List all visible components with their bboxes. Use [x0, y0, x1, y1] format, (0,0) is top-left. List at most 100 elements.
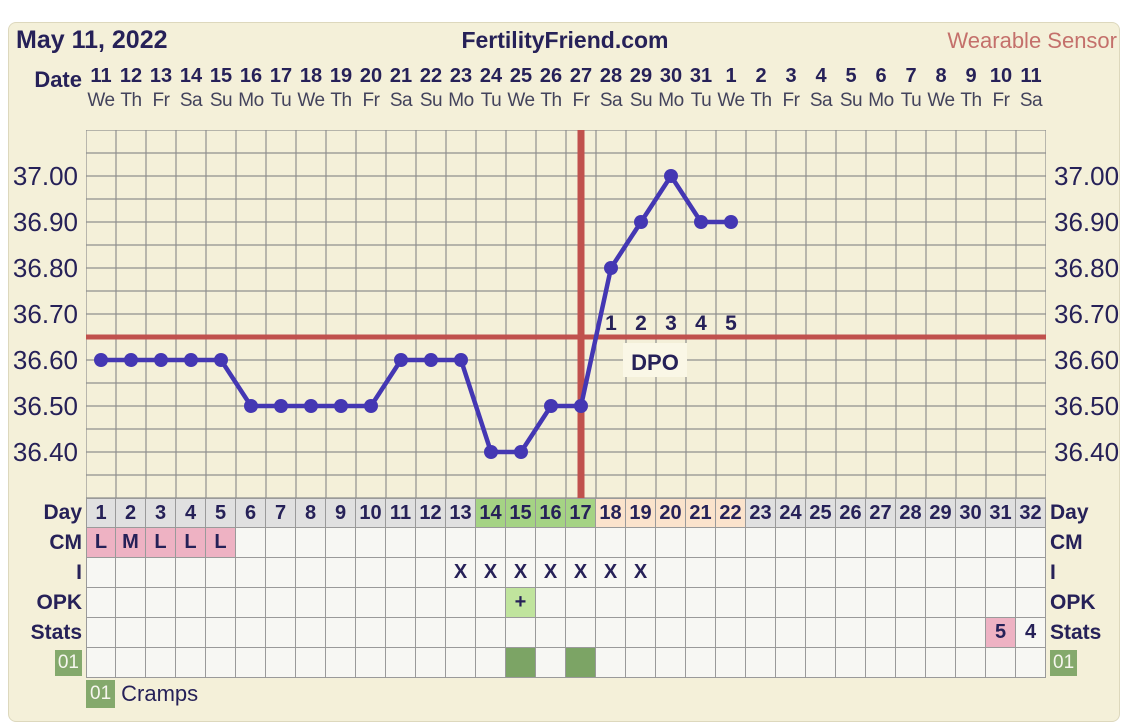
day-cell[interactable]: 30: [956, 498, 986, 528]
y-axis-left: 37.00 36.90 36.80 36.70 36.60 36.50 36.40: [0, 130, 78, 498]
opk-cell: +: [506, 588, 536, 618]
marker-01-cell: [776, 648, 806, 678]
stats-cell: [236, 618, 266, 648]
day-cell[interactable]: 12: [416, 498, 446, 528]
row-label-right-marker-01: 01: [1050, 648, 1124, 678]
day-cell[interactable]: 32: [1016, 498, 1046, 528]
day-cell[interactable]: 1: [86, 498, 116, 528]
intercourse-cell: X: [506, 558, 536, 588]
weekday-label: Th: [330, 90, 352, 111]
day-cell[interactable]: 23: [746, 498, 776, 528]
day-cell[interactable]: 31: [986, 498, 1016, 528]
opk-cell: [866, 588, 896, 618]
date-number: 22: [419, 64, 443, 87]
day-cell[interactable]: 24: [776, 498, 806, 528]
date-number: 18: [299, 64, 323, 87]
opk-cell: [836, 588, 866, 618]
cm-cell: [416, 528, 446, 558]
weekday-label: Tu: [900, 90, 922, 111]
weekday-label: Th: [540, 90, 562, 111]
day-cell[interactable]: 29: [926, 498, 956, 528]
intercourse-cell: [386, 558, 416, 588]
day-cell[interactable]: 20: [656, 498, 686, 528]
temp-point: [274, 399, 288, 413]
intercourse-cell: [776, 558, 806, 588]
date-number: 3: [785, 64, 797, 87]
cm-cell: [626, 528, 656, 558]
day-cell[interactable]: 9: [326, 498, 356, 528]
cm-cell: [296, 528, 326, 558]
day-cell[interactable]: 16: [536, 498, 566, 528]
weekday-label: We: [717, 90, 745, 111]
day-cell[interactable]: 26: [836, 498, 866, 528]
day-cell[interactable]: 6: [236, 498, 266, 528]
stats-cell: 5: [986, 618, 1016, 648]
weekday-label: Fr: [992, 90, 1010, 111]
stats-cell: [326, 618, 356, 648]
intercourse-cell: [986, 558, 1016, 588]
stats-cell: [386, 618, 416, 648]
weekday-label: Mo: [868, 90, 894, 111]
day-cell[interactable]: 8: [296, 498, 326, 528]
day-cell[interactable]: 10: [356, 498, 386, 528]
opk-cell: [146, 588, 176, 618]
stats-cell: [656, 618, 686, 648]
date-number: 20: [359, 64, 383, 87]
day-cell[interactable]: 21: [686, 498, 716, 528]
intercourse-cell: [116, 558, 146, 588]
day-cell[interactable]: 14: [476, 498, 506, 528]
intercourse-cell: [176, 558, 206, 588]
stats-cell: [926, 618, 956, 648]
weekday-label: We: [297, 90, 325, 111]
date-number: 8: [935, 64, 947, 87]
day-cell[interactable]: 19: [626, 498, 656, 528]
day-cell[interactable]: 15: [506, 498, 536, 528]
temp-point: [184, 353, 198, 367]
stats-cell: [176, 618, 206, 648]
opk-cell: [86, 588, 116, 618]
day-cell[interactable]: 4: [176, 498, 206, 528]
date-number: 28: [599, 64, 623, 87]
date-number: 15: [209, 64, 233, 87]
day-cell[interactable]: 11: [386, 498, 416, 528]
day-cell[interactable]: 3: [146, 498, 176, 528]
day-cell[interactable]: 5: [206, 498, 236, 528]
legend: 01 Cramps: [86, 680, 198, 708]
day-cell[interactable]: 13: [446, 498, 476, 528]
cm-cell: [986, 528, 1016, 558]
cm-cell: [806, 528, 836, 558]
marker-01-cell: [176, 648, 206, 678]
day-cell[interactable]: 28: [896, 498, 926, 528]
marker-01-cell: [836, 648, 866, 678]
dpo-caption-box: [623, 343, 687, 377]
marker-01-cell: [266, 648, 296, 678]
temp-point: [334, 399, 348, 413]
table-row-opk: +: [86, 588, 1046, 618]
weekday-label: We: [927, 90, 955, 111]
day-cell[interactable]: 18: [596, 498, 626, 528]
marker-01-cell: [416, 648, 446, 678]
date-number: 14: [179, 64, 203, 87]
weekday-label: Su: [839, 90, 863, 111]
marker-01-cell: [596, 648, 626, 678]
temp-point: [724, 215, 738, 229]
row-label-left-day: Day: [43, 501, 82, 524]
opk-cell: [206, 588, 236, 618]
day-cell[interactable]: 7: [266, 498, 296, 528]
site-title: FertilityFriend.com: [461, 27, 669, 53]
temp-point: [244, 399, 258, 413]
temp-point: [664, 169, 678, 183]
stats-cell: [536, 618, 566, 648]
day-cell[interactable]: 22: [716, 498, 746, 528]
dpo-number: 4: [695, 312, 707, 335]
day-cell[interactable]: 2: [116, 498, 146, 528]
intercourse-cell: [236, 558, 266, 588]
day-cell[interactable]: 27: [866, 498, 896, 528]
temp-point: [394, 353, 408, 367]
marker-01-cell: [716, 648, 746, 678]
day-cell[interactable]: 17: [566, 498, 596, 528]
bbt-chart-svg: DPO 1 2 3 4 5: [86, 130, 1046, 498]
date-number: 26: [539, 64, 563, 87]
y-axis-tick-right: 36.40: [1054, 437, 1120, 467]
day-cell[interactable]: 25: [806, 498, 836, 528]
